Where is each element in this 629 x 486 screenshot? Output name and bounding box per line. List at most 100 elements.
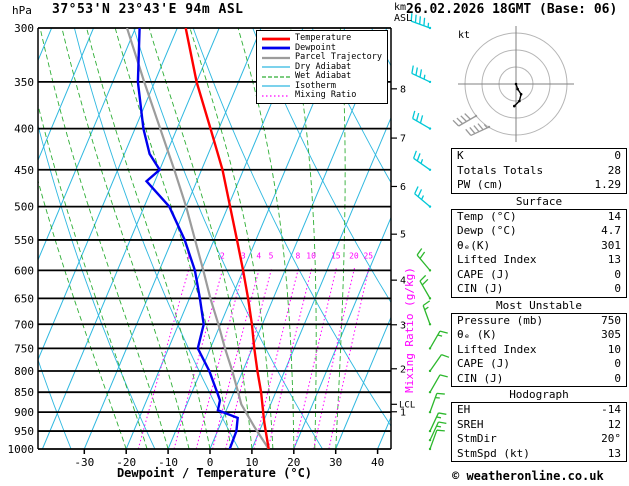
table-row-value: -14 bbox=[601, 403, 621, 416]
km-asl-axis-label: km ASL bbox=[394, 2, 412, 24]
skewt-chart: 3003504004505005506006507007508008509009… bbox=[8, 13, 450, 469]
svg-text:1000: 1000 bbox=[8, 443, 35, 456]
svg-text:6: 6 bbox=[400, 182, 406, 193]
table-row-value: 0 bbox=[614, 149, 621, 162]
table-row-label: Lifted Index bbox=[457, 342, 537, 356]
asl-label: ASL bbox=[394, 13, 413, 24]
table-row: Lifted Index 10 bbox=[452, 343, 626, 358]
svg-text:300: 300 bbox=[14, 22, 34, 35]
table-row: Temp (°C) 14 bbox=[452, 210, 626, 225]
svg-text:900: 900 bbox=[14, 406, 34, 419]
svg-text:2: 2 bbox=[220, 252, 225, 261]
table-row-label: Dewp (°C) bbox=[457, 224, 517, 237]
table-row-label: StmSpd (kt) bbox=[457, 446, 530, 460]
hodograph: kt bbox=[452, 26, 574, 142]
legend-item: Wet Adiabat bbox=[261, 72, 383, 82]
table-row-value: 1.29 bbox=[594, 178, 622, 191]
legend-item-label: Isotherm bbox=[295, 80, 336, 91]
svg-text:1: 1 bbox=[400, 407, 406, 418]
table-row-value: 13 bbox=[607, 446, 621, 460]
indices-panel: K 0 Totals Totals 28 PW (cm) 1.29 Surface Temp … bbox=[451, 148, 627, 462]
station-title: 37°53'N 23°43'E 94m ASL bbox=[52, 2, 244, 17]
table-row: Lifted Index 13 bbox=[452, 253, 626, 268]
table-row-value: 0 bbox=[614, 357, 621, 370]
table-row: PW (cm) 1.29 bbox=[452, 178, 626, 193]
svg-text:8: 8 bbox=[400, 84, 406, 95]
table-section: K 0 Totals Totals 28 PW (cm) 1.29 bbox=[451, 148, 627, 194]
legend-item: Parcel Trajectory bbox=[261, 53, 383, 63]
table-row-value: 0 bbox=[614, 267, 621, 281]
svg-text:850: 850 bbox=[14, 386, 34, 399]
svg-text:-10: -10 bbox=[158, 456, 178, 469]
table-row: CAPE (J) 0 bbox=[452, 268, 626, 283]
svg-text:750: 750 bbox=[14, 342, 34, 355]
svg-text:600: 600 bbox=[14, 264, 34, 277]
table-row: θₑ(K) 301 bbox=[452, 239, 626, 254]
table-row-label: Totals Totals bbox=[457, 163, 544, 177]
svg-text:LCL: LCL bbox=[399, 400, 415, 410]
table-row-label: CAPE (J) bbox=[457, 267, 510, 281]
svg-text:550: 550 bbox=[14, 234, 34, 247]
svg-text:950: 950 bbox=[14, 425, 34, 438]
table-row-label: K bbox=[457, 149, 464, 162]
table-row: EH -14 bbox=[452, 403, 626, 418]
svg-text:500: 500 bbox=[14, 201, 34, 214]
legend-item-label: Parcel Trajectory bbox=[295, 52, 382, 63]
svg-text:40: 40 bbox=[371, 456, 384, 469]
table-row-value: 12 bbox=[607, 417, 621, 431]
svg-text:25: 25 bbox=[363, 252, 373, 261]
table-row-value: 301 bbox=[601, 238, 621, 252]
table-row-label: StmDir bbox=[457, 432, 497, 445]
pressure-unit-label: hPa bbox=[12, 4, 32, 17]
table-row-value: 28 bbox=[607, 163, 621, 177]
svg-text:1: 1 bbox=[186, 252, 191, 261]
table-row-value: 13 bbox=[607, 253, 621, 266]
legend-item-label: Temperature bbox=[295, 33, 352, 44]
svg-text:10: 10 bbox=[306, 252, 316, 261]
legend-item: Temperature bbox=[261, 34, 383, 44]
svg-text:2: 2 bbox=[400, 364, 406, 375]
svg-text:kt: kt bbox=[458, 30, 470, 41]
svg-text:15: 15 bbox=[331, 252, 341, 261]
legend-item-label: Mixing Ratio bbox=[295, 90, 357, 101]
table-row: Dewp (°C) 4.7 bbox=[452, 224, 626, 239]
table-row-value: 10 bbox=[607, 342, 621, 356]
svg-text:0: 0 bbox=[207, 456, 214, 469]
table-row-value: 0 bbox=[614, 371, 621, 385]
table-row: StmSpd (kt) 13 bbox=[452, 447, 626, 462]
legend: Temperature Dewpoint Parcel Trajectory Dry … bbox=[256, 30, 388, 104]
table-section: EH -14 SREH 12 StmDir 20° StmSpd (kt) 13 bbox=[451, 402, 627, 462]
svg-text:20: 20 bbox=[349, 252, 359, 261]
table-row-value: 20° bbox=[601, 432, 621, 445]
svg-text:30: 30 bbox=[329, 456, 342, 469]
table-row-label: PW (cm) bbox=[457, 178, 504, 191]
table-row-label: CAPE (J) bbox=[457, 357, 510, 370]
table-row-value: 750 bbox=[601, 313, 621, 327]
table-row: Totals Totals 28 bbox=[452, 164, 626, 179]
legend-item: Isotherm bbox=[261, 80, 383, 92]
table-row-value: 4.7 bbox=[601, 224, 621, 237]
table-row-label: θₑ (K) bbox=[457, 328, 497, 341]
svg-text:5: 5 bbox=[269, 252, 274, 261]
legend-item: Dry Adiabat bbox=[261, 62, 383, 73]
table-row-label: CIN (J) bbox=[457, 282, 504, 295]
table-row-label: θₑ(K) bbox=[457, 238, 491, 252]
legend-item: Dewpoint bbox=[261, 43, 383, 54]
legend-item: Mixing Ratio bbox=[261, 91, 383, 101]
svg-text:3: 3 bbox=[241, 252, 246, 261]
table-section-title: Hodograph bbox=[509, 388, 569, 401]
svg-text:3: 3 bbox=[400, 320, 406, 331]
svg-text:650: 650 bbox=[14, 292, 34, 305]
table-row: CAPE (J) 0 bbox=[452, 357, 626, 372]
table-row: CIN (J) 0 bbox=[452, 282, 626, 297]
table-section-title: Most Unstable bbox=[495, 298, 583, 312]
datetime-label: 26.02.2026 18GMT (Base: 06) bbox=[406, 2, 618, 17]
svg-text:10: 10 bbox=[245, 456, 258, 469]
table-row-value: 0 bbox=[614, 282, 621, 295]
table-row: Pressure (mb) 750 bbox=[452, 314, 626, 329]
svg-text:5: 5 bbox=[400, 230, 406, 241]
table-row-label: Temp (°C) bbox=[457, 209, 517, 223]
copyright: © weatheronline.co.uk bbox=[452, 469, 604, 483]
svg-text:-30: -30 bbox=[74, 456, 94, 469]
